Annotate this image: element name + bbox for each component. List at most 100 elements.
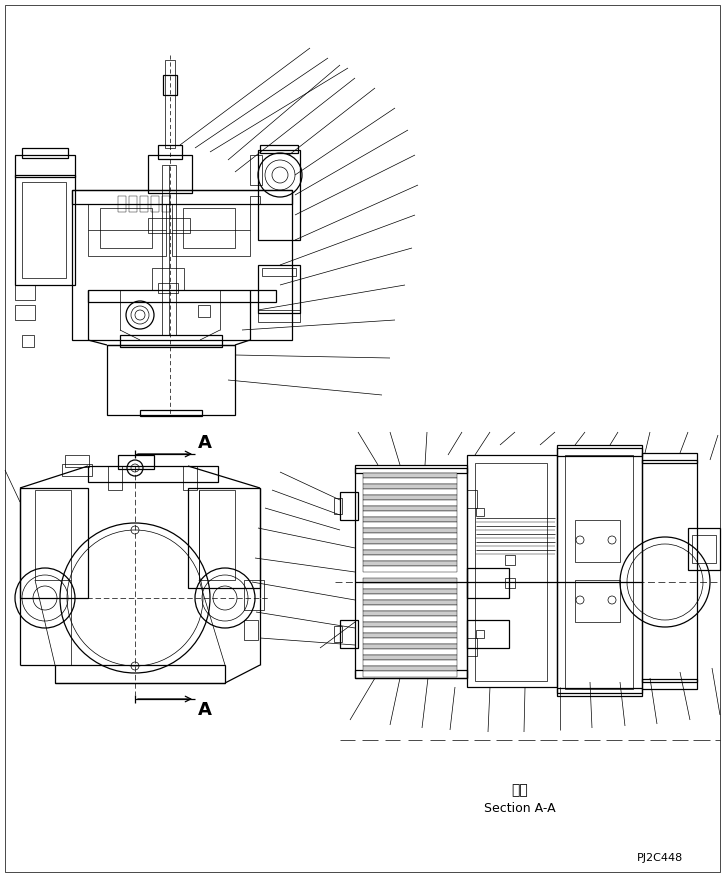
Bar	[363, 638, 457, 644]
Text: Section A-A: Section A-A	[484, 802, 556, 815]
Bar	[565, 455, 633, 689]
Bar	[22, 335, 34, 347]
Bar	[340, 492, 358, 520]
Bar	[15, 175, 75, 285]
Bar	[118, 455, 154, 469]
Bar	[260, 145, 298, 153]
Bar	[148, 218, 190, 233]
Bar	[140, 196, 148, 212]
Bar	[118, 196, 126, 212]
Bar	[88, 290, 276, 302]
Bar	[258, 150, 300, 240]
Bar	[692, 535, 716, 563]
Bar	[363, 583, 457, 589]
Bar	[151, 196, 159, 212]
Bar	[334, 626, 342, 642]
Bar	[467, 638, 477, 656]
Bar	[363, 671, 457, 677]
Bar	[15, 155, 75, 177]
Bar	[505, 555, 515, 565]
Bar	[363, 660, 457, 666]
Bar	[88, 466, 218, 482]
Bar	[258, 265, 300, 313]
Bar	[363, 473, 457, 478]
Bar	[363, 589, 457, 594]
Bar	[334, 498, 342, 514]
Bar	[363, 655, 457, 660]
Bar	[363, 544, 457, 550]
Bar	[22, 148, 68, 158]
Bar	[363, 539, 457, 544]
Text: 断面: 断面	[512, 783, 529, 797]
Bar	[363, 600, 457, 605]
Bar	[172, 204, 250, 256]
Bar	[107, 345, 235, 415]
Bar	[363, 616, 457, 622]
Bar	[363, 533, 457, 539]
Bar	[642, 679, 697, 689]
Bar	[35, 490, 71, 580]
Bar	[250, 196, 260, 204]
Bar	[363, 578, 457, 583]
Bar	[183, 466, 197, 490]
Bar	[363, 644, 457, 649]
Bar	[258, 310, 300, 322]
Bar	[363, 478, 457, 484]
Bar	[20, 488, 88, 598]
Bar	[188, 488, 260, 588]
Bar	[129, 196, 137, 212]
Bar	[65, 455, 89, 467]
Bar	[363, 522, 457, 528]
Bar	[475, 463, 547, 681]
Bar	[363, 627, 457, 633]
Bar	[363, 555, 457, 561]
Bar	[15, 305, 35, 320]
Bar	[199, 490, 235, 580]
Bar	[183, 208, 235, 248]
Bar	[363, 666, 457, 671]
Bar	[363, 484, 457, 489]
Bar	[355, 465, 467, 473]
Bar	[688, 528, 720, 570]
Bar	[148, 155, 192, 193]
Bar	[340, 620, 358, 648]
Bar	[363, 511, 457, 517]
Bar	[467, 455, 557, 687]
Bar	[476, 508, 484, 516]
Bar	[363, 528, 457, 533]
Bar	[467, 568, 509, 598]
Bar	[363, 611, 457, 616]
Bar	[363, 594, 457, 600]
Bar	[467, 490, 477, 508]
Bar	[198, 305, 210, 317]
Bar	[557, 445, 642, 693]
Bar	[363, 495, 457, 500]
Bar	[363, 633, 457, 638]
Bar	[575, 520, 620, 562]
Bar	[158, 145, 182, 159]
Bar	[642, 453, 697, 463]
Text: A: A	[198, 434, 212, 452]
Text: PJ2C448: PJ2C448	[637, 853, 683, 863]
Bar	[163, 75, 177, 95]
Bar	[355, 670, 467, 678]
Bar	[262, 268, 296, 276]
Bar	[363, 489, 457, 495]
Bar	[152, 268, 184, 290]
Bar	[100, 208, 152, 248]
Bar	[162, 165, 176, 335]
Bar	[476, 630, 484, 638]
Bar	[363, 500, 457, 506]
Bar	[250, 155, 262, 185]
Bar	[363, 517, 457, 522]
Bar	[140, 410, 202, 416]
Bar	[158, 283, 178, 293]
Bar	[108, 466, 122, 490]
Bar	[363, 622, 457, 627]
Bar	[642, 460, 697, 682]
Bar	[165, 60, 175, 148]
Bar	[22, 182, 66, 278]
Bar	[355, 468, 467, 678]
Bar	[72, 190, 292, 204]
Bar	[244, 620, 258, 640]
